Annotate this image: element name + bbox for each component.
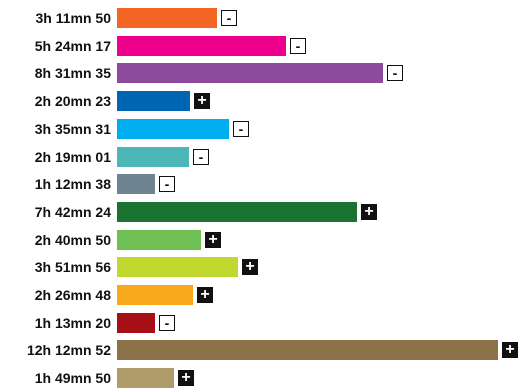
- bar: [117, 91, 190, 111]
- bar-label: 7h 42mn 24: [34, 204, 111, 220]
- expand-plus-icon[interactable]: +: [502, 342, 518, 358]
- bar: [117, 36, 286, 56]
- bar: [117, 230, 201, 250]
- bar-label: 3h 11mn 50: [35, 10, 112, 26]
- bar: [117, 313, 155, 333]
- bar: [117, 257, 238, 277]
- bar-label: 1h 13mn 20: [34, 315, 111, 331]
- bar-label: 2h 19mn 01: [34, 149, 111, 165]
- bar: [117, 8, 217, 28]
- expand-plus-icon[interactable]: +: [178, 370, 194, 386]
- collapse-minus-icon[interactable]: -: [193, 149, 209, 165]
- collapse-minus-icon[interactable]: -: [233, 121, 249, 137]
- expand-plus-icon[interactable]: +: [197, 287, 213, 303]
- bar-label: 2h 20mn 23: [34, 93, 111, 109]
- bar-label: 12h 12mn 52: [26, 342, 111, 358]
- bar-label: 2h 40mn 50: [34, 232, 111, 248]
- bar: [117, 63, 383, 83]
- bar-label: 3h 35mn 31: [34, 121, 111, 137]
- bar: [117, 119, 229, 139]
- bar: [117, 368, 174, 388]
- collapse-minus-icon[interactable]: -: [159, 315, 175, 331]
- bar-label: 1h 49mn 50: [34, 370, 111, 386]
- bar-label: 5h 24mn 17: [34, 38, 111, 54]
- collapse-minus-icon[interactable]: -: [221, 10, 237, 26]
- bar-label: 1h 12mn 38: [34, 176, 111, 192]
- expand-plus-icon[interactable]: +: [205, 232, 221, 248]
- bar: [117, 340, 498, 360]
- bar: [117, 174, 155, 194]
- bar-label: 2h 26mn 48: [34, 287, 111, 303]
- bar-label: 3h 51mn 56: [34, 259, 111, 275]
- bar-label: 8h 31mn 35: [34, 65, 111, 81]
- bar: [117, 285, 193, 305]
- collapse-minus-icon[interactable]: -: [290, 38, 306, 54]
- collapse-minus-icon[interactable]: -: [387, 65, 403, 81]
- expand-plus-icon[interactable]: +: [361, 204, 377, 220]
- expand-plus-icon[interactable]: +: [242, 259, 258, 275]
- expand-plus-icon[interactable]: +: [194, 93, 210, 109]
- bar: [117, 147, 189, 167]
- collapse-minus-icon[interactable]: -: [159, 176, 175, 192]
- bar: [117, 202, 357, 222]
